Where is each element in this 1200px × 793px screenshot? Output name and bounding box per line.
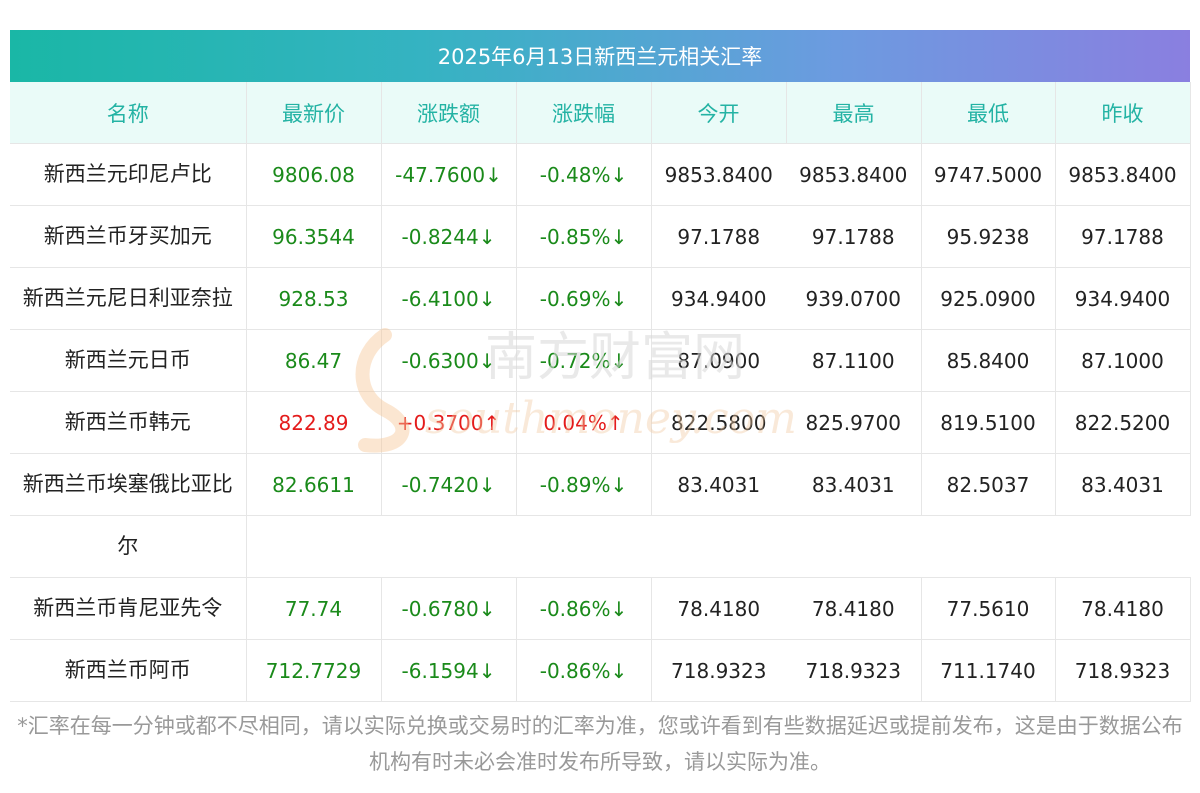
change-percent: -0.72%↓ xyxy=(516,329,652,392)
change-amount: +0.3700↑ xyxy=(381,391,517,454)
disclaimer-footnote: *汇率在每一分钟或都不尽相同，请以实际兑换或交易时的汇率为准，您或许看到有些数据… xyxy=(17,714,1183,774)
high-price: 78.4180 xyxy=(786,577,922,640)
currency-pair-name: 新西兰元日币 xyxy=(10,329,247,392)
low-price: 85.8400 xyxy=(921,329,1056,392)
low-price: 82.5037 xyxy=(921,453,1056,516)
low-price: 925.0900 xyxy=(921,267,1056,330)
open-price: 934.9400 xyxy=(651,267,786,330)
low-price: 77.5610 xyxy=(921,577,1056,640)
open-price: 9853.8400 xyxy=(651,143,786,206)
latest-price: 82.6611 xyxy=(246,453,382,516)
change-percent: -0.69%↓ xyxy=(516,267,652,330)
exchange-rate-table: 名称 最新价 涨跌额 涨跌幅 今开 最高 最低 昨收 新西兰元印尼卢比 9806… xyxy=(10,82,1191,702)
currency-pair-name: 新西兰元尼日利亚奈拉 xyxy=(10,267,247,330)
high-price: 939.0700 xyxy=(786,267,922,330)
table-row: 新西兰币韩元 822.89 +0.3700↑ 0.04%↑ 822.5800 8… xyxy=(10,391,1191,454)
high-price: 97.1788 xyxy=(786,205,922,268)
table-row: 新西兰币阿币 712.7729 -6.1594↓ -0.86%↓ 718.932… xyxy=(10,639,1191,702)
currency-pair-name: 新西兰币阿币 xyxy=(10,639,247,702)
empty-cell xyxy=(246,515,1190,578)
low-price: 819.5100 xyxy=(921,391,1056,454)
low-price: 711.1740 xyxy=(921,639,1056,702)
low-price: 9747.5000 xyxy=(921,143,1056,206)
latest-price: 928.53 xyxy=(246,267,382,330)
change-amount: -6.1594↓ xyxy=(381,639,517,702)
change-amount: -0.6300↓ xyxy=(381,329,517,392)
table-title: 2025年6月13日新西兰元相关汇率 xyxy=(10,30,1190,82)
currency-pair-name: 新西兰币牙买加元 xyxy=(10,205,247,268)
change-percent: -0.86%↓ xyxy=(516,577,652,640)
high-price: 718.9323 xyxy=(786,639,922,702)
table-row: 新西兰币肯尼亚先令 77.74 -0.6780↓ -0.86%↓ 78.4180… xyxy=(10,577,1191,640)
latest-price: 96.3544 xyxy=(246,205,382,268)
currency-pair-name: 新西兰币韩元 xyxy=(10,391,247,454)
column-header-name: 名称 xyxy=(10,82,247,144)
open-price: 822.5800 xyxy=(651,391,786,454)
column-header-low: 最低 xyxy=(921,82,1056,144)
change-amount: -0.8244↓ xyxy=(381,205,517,268)
currency-pair-name: 新西兰币肯尼亚先令 xyxy=(10,577,247,640)
currency-pair-name: 新西兰元印尼卢比 xyxy=(10,143,247,206)
high-price: 83.4031 xyxy=(786,453,922,516)
prev-close-price: 718.9323 xyxy=(1055,639,1191,702)
table-row: 新西兰元印尼卢比 9806.08 -47.7600↓ -0.48%↓ 9853.… xyxy=(10,143,1191,206)
latest-price: 822.89 xyxy=(246,391,382,454)
table-row: 新西兰币牙买加元 96.3544 -0.8244↓ -0.85%↓ 97.178… xyxy=(10,205,1191,268)
high-price: 9853.8400 xyxy=(786,143,922,206)
column-header-change: 涨跌额 xyxy=(381,82,517,144)
open-price: 97.1788 xyxy=(651,205,786,268)
low-price: 95.9238 xyxy=(921,205,1056,268)
prev-close-price: 822.5200 xyxy=(1055,391,1191,454)
prev-close-price: 9853.8400 xyxy=(1055,143,1191,206)
table-row-continuation: 尔 xyxy=(10,515,1190,578)
column-header-latest: 最新价 xyxy=(246,82,382,144)
change-amount: -47.7600↓ xyxy=(381,143,517,206)
open-price: 78.4180 xyxy=(651,577,786,640)
currency-pair-name: 新西兰币埃塞俄比亚比 xyxy=(10,453,247,516)
prev-close-price: 83.4031 xyxy=(1055,453,1191,516)
column-header-prev-close: 昨收 xyxy=(1055,82,1191,144)
column-header-open: 今开 xyxy=(651,82,787,144)
change-percent: -0.85%↓ xyxy=(516,205,652,268)
prev-close-price: 78.4180 xyxy=(1055,577,1191,640)
high-price: 87.1100 xyxy=(786,329,922,392)
open-price: 83.4031 xyxy=(651,453,786,516)
latest-price: 77.74 xyxy=(246,577,382,640)
column-header-change-pct: 涨跌幅 xyxy=(516,82,652,144)
latest-price: 86.47 xyxy=(246,329,382,392)
table-row: 新西兰元日币 86.47 -0.6300↓ -0.72%↓ 87.0900 87… xyxy=(10,329,1191,392)
table-header-row: 名称 最新价 涨跌额 涨跌幅 今开 最高 最低 昨收 xyxy=(10,82,1191,144)
currency-pair-name-continuation: 尔 xyxy=(10,515,247,578)
change-amount: -0.6780↓ xyxy=(381,577,517,640)
table-row: 新西兰币埃塞俄比亚比 82.6611 -0.7420↓ -0.89%↓ 83.4… xyxy=(10,453,1191,516)
change-amount: -6.4100↓ xyxy=(381,267,517,330)
latest-price: 9806.08 xyxy=(246,143,382,206)
change-percent: -0.89%↓ xyxy=(516,453,652,516)
open-price: 718.9323 xyxy=(651,639,786,702)
prev-close-price: 934.9400 xyxy=(1055,267,1191,330)
prev-close-price: 97.1788 xyxy=(1055,205,1191,268)
latest-price: 712.7729 xyxy=(246,639,382,702)
change-amount: -0.7420↓ xyxy=(381,453,517,516)
table-row: 新西兰元尼日利亚奈拉 928.53 -6.4100↓ -0.69%↓ 934.9… xyxy=(10,267,1191,330)
high-price: 825.9700 xyxy=(786,391,922,454)
open-price: 87.0900 xyxy=(651,329,786,392)
change-percent: -0.86%↓ xyxy=(516,639,652,702)
change-percent: 0.04%↑ xyxy=(516,391,652,454)
change-percent: -0.48%↓ xyxy=(516,143,652,206)
column-header-high: 最高 xyxy=(786,82,922,144)
prev-close-price: 87.1000 xyxy=(1055,329,1191,392)
